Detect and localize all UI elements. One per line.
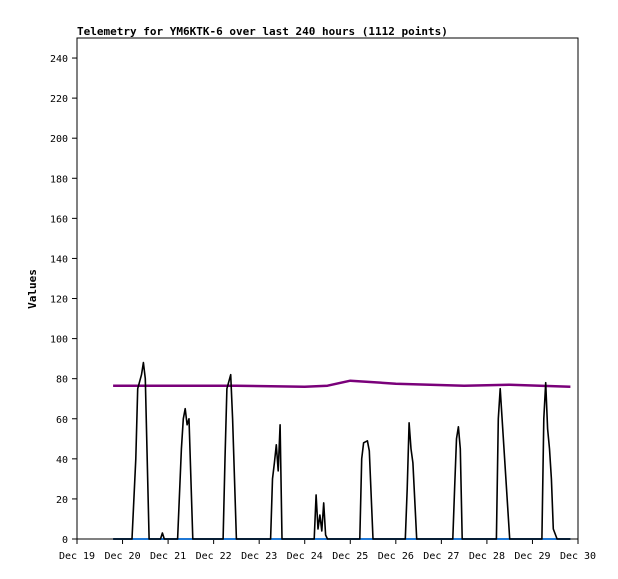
- x-tick-label: Dec 23: [241, 551, 277, 562]
- x-tick-label: Dec 25: [332, 551, 368, 562]
- series-line-1: [113, 379, 571, 388]
- y-tick-label: 0: [62, 535, 68, 546]
- y-tick-label: 20: [56, 495, 68, 506]
- y-tick-label: 60: [56, 415, 68, 426]
- y-tick-label: 140: [50, 254, 68, 265]
- y-tick-label: 40: [56, 455, 68, 466]
- y-axis-label: Values: [26, 269, 39, 309]
- plot-area: [76, 37, 579, 540]
- y-tick-label: 160: [50, 214, 68, 225]
- x-tick-label: Dec 24: [287, 551, 323, 562]
- y-tick-label: 180: [50, 174, 68, 185]
- x-tick-label: Dec 30: [560, 551, 596, 562]
- x-tick-label: Dec 27: [423, 551, 459, 562]
- y-tick-label: 220: [50, 94, 68, 105]
- x-tick-label: Dec 20: [104, 551, 140, 562]
- chart-title: Telemetry for YM6KTK-6 over last 240 hou…: [77, 25, 448, 38]
- x-tick-label: Dec 21: [150, 551, 186, 562]
- series-line-0: [113, 361, 571, 540]
- y-tick-label: 200: [50, 134, 68, 145]
- y-tick-label: 80: [56, 375, 68, 386]
- y-tick-label: 120: [50, 295, 68, 306]
- y-tick-label: 240: [50, 54, 68, 65]
- x-tick-label: Dec 22: [196, 551, 232, 562]
- x-tick-label: Dec 28: [469, 551, 505, 562]
- x-axis: Dec 19 Dec 20 Dec 21 Dec 22 Dec 23 Dec 24 Dec …: [59, 539, 596, 562]
- series-layer: [113, 361, 571, 540]
- y-tick-label: 100: [50, 335, 68, 346]
- x-tick-label: Dec 19: [59, 551, 95, 562]
- y-axis: 0 20 40 60 80 100 120 140 160 180 200 220 240: [50, 54, 77, 546]
- x-tick-label: Dec 29: [514, 551, 550, 562]
- x-tick-label: Dec 26: [378, 551, 414, 562]
